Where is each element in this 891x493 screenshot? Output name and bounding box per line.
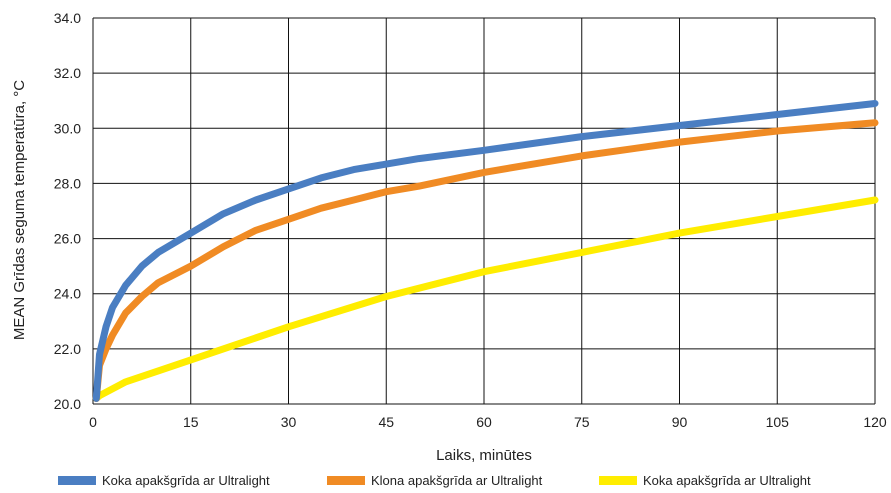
legend-label-3: Koka apakšgrīda ar Ultralight [643, 473, 811, 488]
grid-lines [92, 17, 876, 405]
legend-label-1: Koka apakšgrīda ar Ultralight [102, 473, 270, 488]
x-tick-label: 75 [574, 414, 590, 430]
x-tick-label: 45 [378, 414, 394, 430]
y-tick-label: 26.0 [54, 231, 81, 247]
series-line-1 [92, 100, 879, 402]
x-tick-label: 105 [766, 414, 790, 430]
legend-label-2: Klona apakšgrīda ar Ultralight [371, 473, 543, 488]
y-tick-label: 22.0 [54, 341, 81, 357]
x-tick-label: 15 [183, 414, 199, 430]
series-line-2 [92, 119, 879, 402]
series-line-3 [92, 196, 879, 402]
x-tick-label: 30 [281, 414, 297, 430]
tick-labels: 0 15 30 45 60 75 90 105 120 20.0 22.0 24.0 26.0 28.0 3… [54, 10, 887, 430]
legend-swatch-2 [327, 476, 365, 485]
y-tick-label: 34.0 [54, 10, 81, 26]
x-tick-label: 120 [863, 414, 887, 430]
legend-swatch-3 [599, 476, 637, 485]
y-tick-label: 32.0 [54, 65, 81, 81]
series-lines [92, 100, 879, 402]
y-tick-label: 28.0 [54, 175, 81, 191]
legend: Koka apakšgrīda ar Ultralight Klona apakš… [58, 473, 811, 488]
y-axis-title: MEAN Grīdas seguma temperatūra, °C [11, 80, 28, 340]
y-tick-label: 20.0 [54, 396, 81, 412]
x-tick-label: 60 [476, 414, 492, 430]
legend-swatch-1 [58, 476, 96, 485]
x-tick-label: 0 [89, 414, 97, 430]
x-axis-title: Laiks, minūtes [436, 447, 532, 464]
y-tick-label: 24.0 [54, 286, 81, 302]
x-tick-label: 90 [672, 414, 688, 430]
y-tick-label: 30.0 [54, 120, 81, 136]
